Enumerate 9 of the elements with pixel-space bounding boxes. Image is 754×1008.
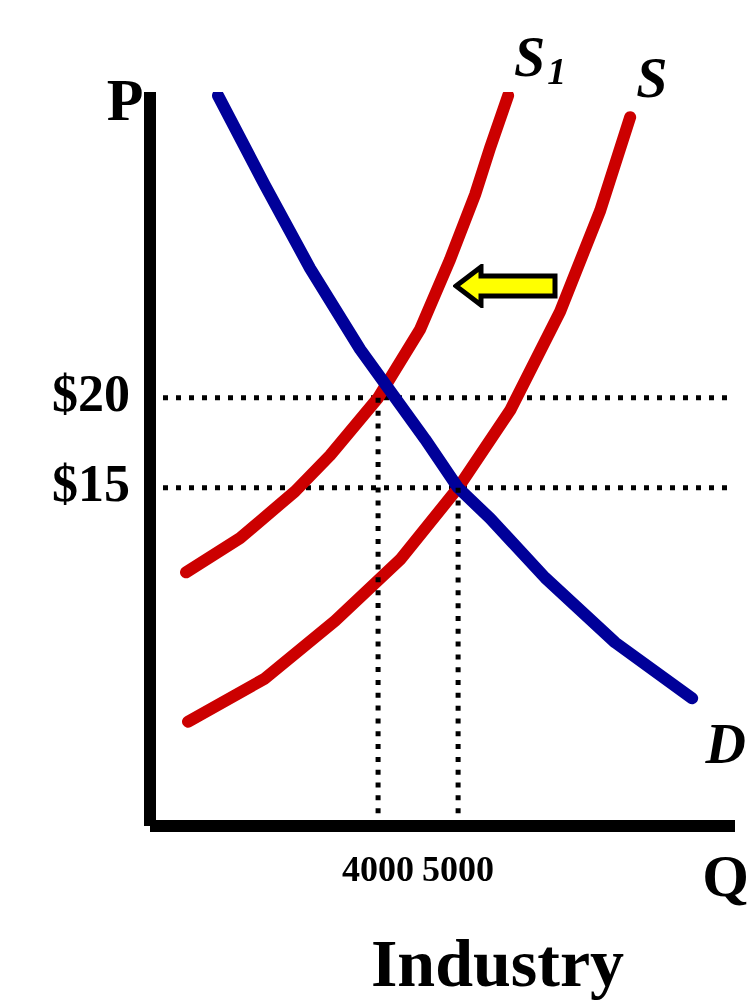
text: Industry bbox=[370, 925, 625, 1001]
x-axis-title: Q bbox=[702, 843, 749, 909]
x-tick-label: 4000 bbox=[342, 848, 415, 889]
series-label: D bbox=[704, 713, 747, 776]
x-tick-label: 5000 bbox=[422, 848, 495, 889]
series-label: S bbox=[636, 47, 668, 110]
y-axis-title: P bbox=[106, 67, 144, 133]
y-tick-label: $15 bbox=[52, 455, 130, 513]
y-tick-label: $20 bbox=[52, 365, 130, 423]
